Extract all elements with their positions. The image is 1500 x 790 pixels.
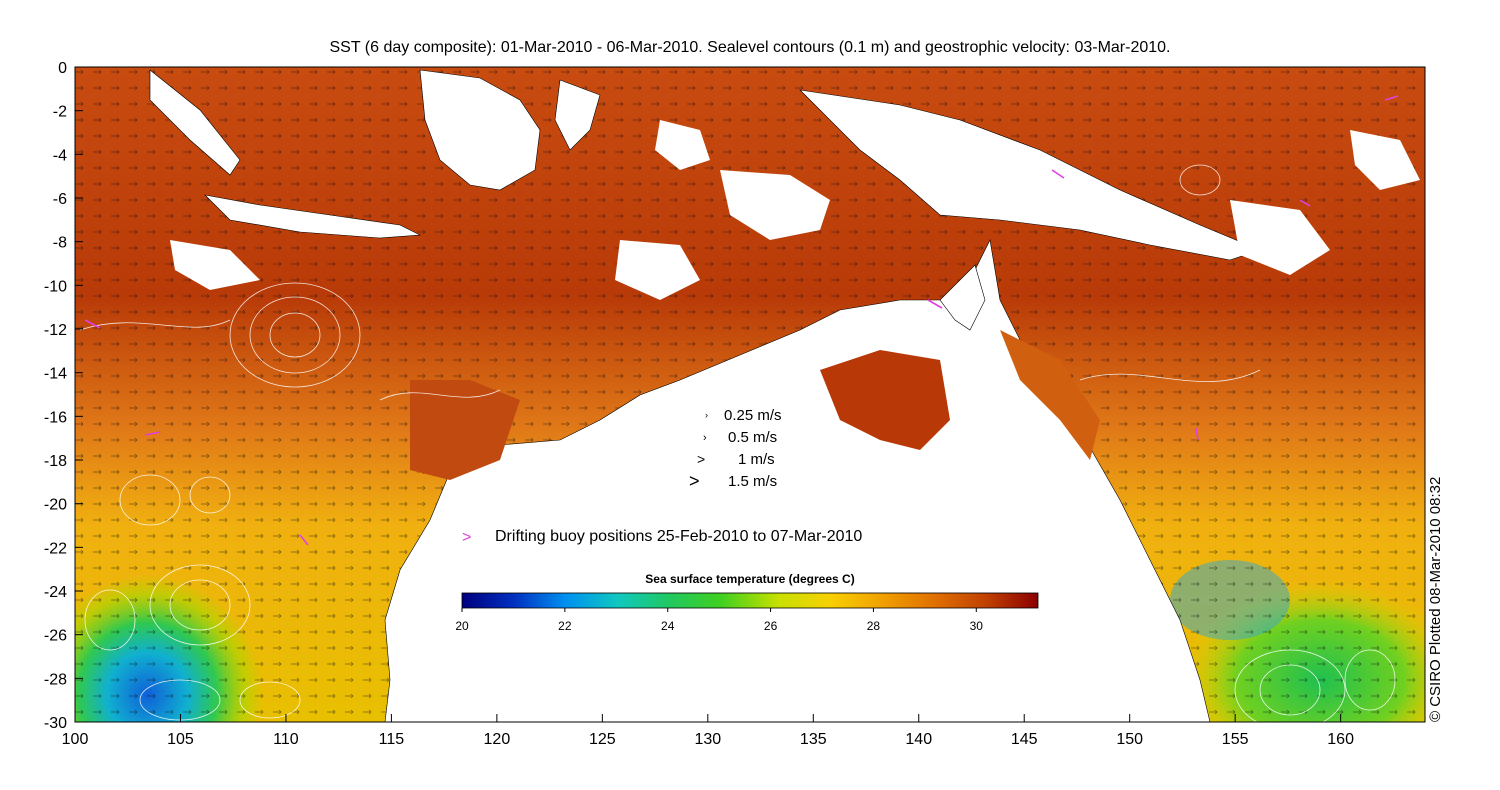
velocity-label: 0.5 m/s bbox=[728, 429, 777, 446]
y-tick-label: -26 bbox=[44, 628, 67, 645]
x-tick-label: 150 bbox=[1116, 731, 1143, 748]
colorbar-tick-label: 30 bbox=[970, 619, 984, 633]
y-tick-label: -10 bbox=[44, 278, 67, 295]
buoy-marker-icon: > bbox=[462, 529, 471, 546]
colorbar-tick-label: 26 bbox=[764, 619, 778, 633]
buoy-tracks bbox=[84, 95, 1399, 546]
x-tick-label: 135 bbox=[800, 731, 827, 748]
y-axis: 0 -2 -4 -6 -8 -10 -12 -14 -16 -18 -20 -22 -24 -26 -28 -… bbox=[44, 60, 83, 732]
velocity-label: 1.5 m/s bbox=[728, 473, 777, 490]
credit-text: © CSIRO Plotted 08-Mar-2010 08:32 bbox=[1427, 477, 1444, 722]
x-tick-label: 100 bbox=[62, 731, 89, 748]
y-tick-label: -28 bbox=[44, 671, 67, 688]
y-tick-label: -12 bbox=[44, 322, 67, 339]
y-tick-label: -22 bbox=[44, 540, 67, 557]
velocity-arrow-icon: › bbox=[705, 410, 708, 420]
y-tick-label: -8 bbox=[53, 235, 67, 252]
velocity-label: 0.25 m/s bbox=[724, 407, 782, 424]
x-tick-label: 115 bbox=[379, 731, 405, 748]
y-tick-label: -14 bbox=[44, 366, 67, 383]
buoy-legend-label: Drifting buoy positions 25-Feb-2010 to 0… bbox=[495, 528, 862, 545]
sealevel-contours bbox=[79, 164, 1396, 722]
velocity-legend: › 0.25 m/s › 0.5 m/s > 1 m/s > 1.5 m/s bbox=[689, 407, 782, 491]
y-tick-label: -30 bbox=[44, 715, 67, 732]
y-tick-label: -16 bbox=[44, 409, 67, 426]
buoy-legend: > Drifting buoy positions 25-Feb-2010 to… bbox=[462, 528, 862, 546]
colorbar-tick-label: 20 bbox=[455, 619, 469, 633]
x-tick-label: 155 bbox=[1222, 731, 1249, 748]
colorbar: Sea surface temperature (degrees C) 20 22… bbox=[455, 572, 1039, 633]
colorbar-title: Sea surface temperature (degrees C) bbox=[645, 572, 854, 586]
x-axis: 100 105 110 115 120 125 130 135 140 145 150 155 160 bbox=[62, 714, 1354, 748]
x-tick-label: 105 bbox=[167, 731, 194, 748]
y-tick-label: -6 bbox=[53, 191, 67, 208]
x-tick-label: 110 bbox=[273, 731, 299, 748]
colorbar-tick-label: 28 bbox=[867, 619, 881, 633]
colorbar-ticks: 20 22 24 26 28 30 bbox=[455, 608, 983, 633]
y-tick-label: -24 bbox=[44, 584, 67, 601]
plot-frame bbox=[74, 66, 1426, 723]
map-title: SST (6 day composite): 01-Mar-2010 - 06-… bbox=[330, 39, 1171, 56]
x-tick-label: 160 bbox=[1327, 731, 1354, 748]
colorbar-tick-label: 22 bbox=[558, 619, 572, 633]
inland-sst bbox=[410, 330, 1100, 480]
colorbar-scale bbox=[461, 592, 1039, 609]
y-tick-label: -4 bbox=[53, 147, 67, 164]
y-tick-label: -18 bbox=[44, 453, 67, 470]
x-tick-label: 145 bbox=[1011, 731, 1038, 748]
x-tick-label: 130 bbox=[694, 731, 721, 748]
x-tick-label: 140 bbox=[905, 731, 932, 748]
velocity-arrow-icon: > bbox=[697, 451, 705, 467]
y-tick-label: 0 bbox=[58, 60, 67, 77]
velocity-arrow-icon: > bbox=[689, 471, 700, 491]
y-tick-label: -20 bbox=[44, 497, 67, 514]
y-tick-label: -2 bbox=[53, 104, 67, 121]
x-tick-label: 125 bbox=[589, 731, 616, 748]
velocity-arrow-icon: › bbox=[703, 432, 707, 444]
x-tick-label: 120 bbox=[484, 731, 511, 748]
colorbar-tick-label: 24 bbox=[661, 619, 675, 633]
velocity-label: 1 m/s bbox=[738, 451, 775, 468]
